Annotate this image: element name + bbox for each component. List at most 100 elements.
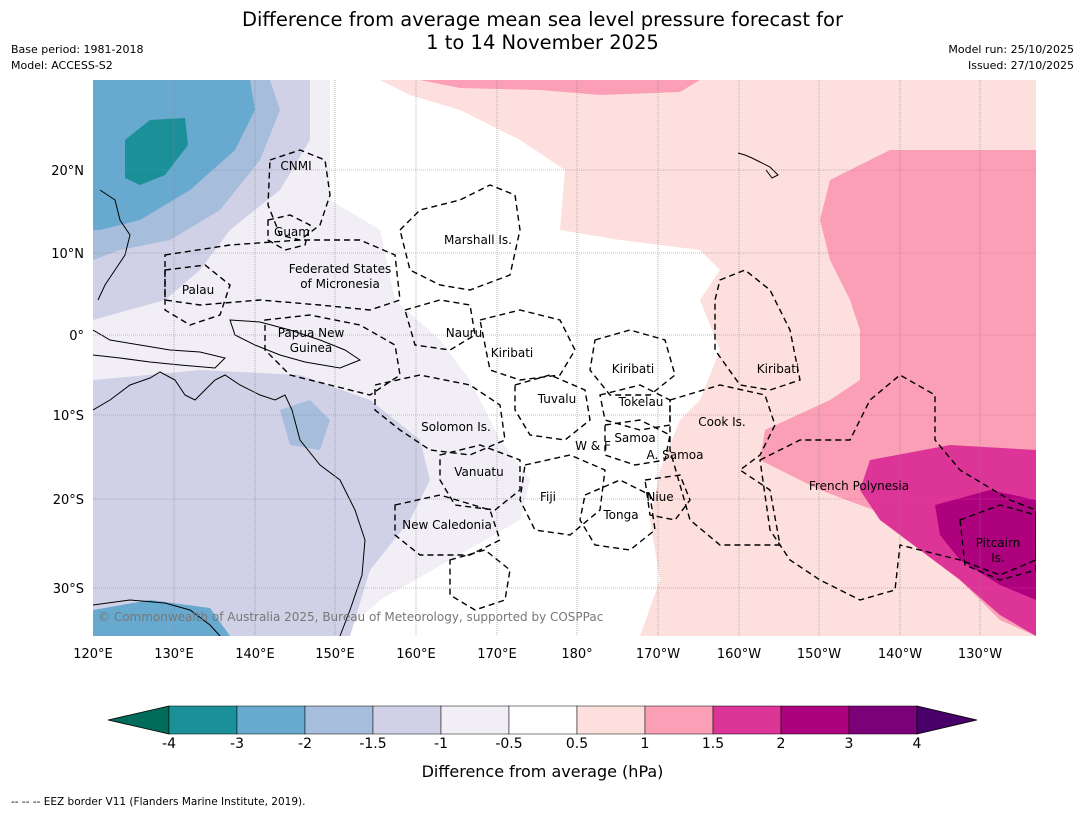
colorbar-tick-label: -0.5 bbox=[495, 736, 523, 752]
colorbar-segment bbox=[848, 705, 918, 735]
eez-solomon bbox=[374, 374, 506, 456]
colorbar-extend-low bbox=[107, 705, 170, 735]
land-indonesia bbox=[93, 329, 226, 369]
region-label: French Polynesia bbox=[809, 479, 909, 493]
colorbar-tick-label: -2 bbox=[298, 736, 312, 752]
eez-tuvalu bbox=[514, 374, 591, 441]
region-label: New Caledonia bbox=[402, 518, 492, 532]
eez-footnote: -- -- -- EEZ border V11 (Flanders Marine… bbox=[11, 796, 306, 808]
colorbar-segment bbox=[644, 705, 714, 735]
eez-tonga bbox=[579, 479, 656, 551]
title-line-1: Difference from average mean sea level p… bbox=[242, 8, 843, 31]
region-label: Pitcairn bbox=[976, 536, 1021, 550]
colorbar-segment bbox=[440, 705, 510, 735]
colorbar-tick-label: -3 bbox=[230, 736, 244, 752]
title-line-2: 1 to 14 November 2025 bbox=[426, 31, 659, 54]
colorbar-extend-high bbox=[916, 705, 978, 735]
eez-borders bbox=[164, 149, 1036, 611]
region-label: Fiji bbox=[540, 490, 556, 504]
eez-cnmi bbox=[267, 149, 331, 241]
model-run: Model run: 25/10/2025 bbox=[948, 43, 1074, 56]
y-tick-label: 30°S bbox=[53, 582, 84, 597]
x-tick-label: 160°W bbox=[717, 647, 761, 662]
colorbar-tick-label: 1.5 bbox=[701, 736, 725, 752]
region-label: Vanuatu bbox=[454, 465, 504, 479]
colorbar bbox=[107, 705, 978, 735]
region-label: Kiribati bbox=[491, 346, 533, 360]
region-label: Tonga bbox=[602, 508, 638, 522]
colorbar-segment bbox=[168, 705, 238, 735]
anomaly-region-1-top bbox=[420, 80, 700, 95]
eez-vanuatu bbox=[439, 444, 521, 511]
land-philippines bbox=[97, 189, 131, 301]
copyright-text: © Commonwealth of Australia 2025, Bureau… bbox=[98, 610, 603, 624]
map-title: Difference from average mean sea level p… bbox=[0, 8, 1085, 54]
x-tick-label: 120°E bbox=[73, 647, 113, 662]
region-label: A. Samoa bbox=[647, 448, 704, 462]
eez-samoa bbox=[604, 419, 671, 466]
land-new-guinea bbox=[229, 319, 362, 369]
eez-pitcairn bbox=[959, 504, 1036, 581]
region-label: Is. bbox=[991, 551, 1005, 565]
x-tick-label: 180° bbox=[561, 647, 592, 662]
colorbar-tick-label: 0.5 bbox=[565, 736, 589, 752]
y-tick-label: 20°N bbox=[51, 164, 84, 179]
eez-nauru bbox=[404, 299, 476, 351]
eez-guam bbox=[267, 214, 311, 251]
anomaly-region--3 bbox=[125, 118, 188, 185]
x-tick-label: 150°W bbox=[797, 647, 841, 662]
region-label: Marshall Is. bbox=[444, 233, 512, 247]
x-tick-label: 140°W bbox=[878, 647, 922, 662]
region-label: Kiribati bbox=[612, 362, 654, 376]
eez-new-caledonia bbox=[394, 494, 501, 556]
eez-niue bbox=[644, 474, 691, 521]
colorbar-tick-label: -4 bbox=[162, 736, 176, 752]
land-new-zealand-tip bbox=[93, 599, 221, 636]
x-axis-ticks: 120°E 130°E 140°E 150°E 160°E 170°E 180° 170°W 1… bbox=[73, 647, 1002, 662]
region-label: Papua New bbox=[278, 326, 345, 340]
region-label: Guam bbox=[274, 225, 310, 239]
y-tick-label: 0° bbox=[69, 329, 84, 344]
region-label: Guinea bbox=[290, 341, 333, 355]
y-tick-label: 10°N bbox=[51, 247, 84, 262]
eez-png bbox=[264, 314, 401, 396]
x-tick-label: 130°W bbox=[958, 647, 1002, 662]
region-label: Solomon Is. bbox=[421, 420, 491, 434]
region-label: W & F bbox=[575, 439, 611, 453]
eez-palau bbox=[164, 264, 231, 326]
region-label: Tuvalu bbox=[537, 392, 577, 406]
eez-french-polynesia bbox=[759, 374, 1036, 601]
anomaly-region-2 bbox=[935, 490, 1036, 600]
y-tick-label: 20°S bbox=[53, 493, 84, 508]
colorbar-tick-label: 3 bbox=[844, 736, 854, 752]
region-label: Kiribati bbox=[757, 362, 799, 376]
issued-date: Issued: 27/10/2025 bbox=[967, 59, 1074, 72]
colorbar-segment bbox=[372, 705, 442, 735]
x-tick-label: 160°E bbox=[396, 647, 436, 662]
eez-fiji bbox=[519, 454, 606, 536]
colorbar-tick-label: -1 bbox=[434, 736, 448, 752]
x-tick-label: 140°E bbox=[235, 647, 275, 662]
graticule bbox=[93, 80, 1036, 636]
x-tick-label: 170°E bbox=[477, 647, 517, 662]
eez-micronesia bbox=[164, 239, 401, 311]
colorbar-segment bbox=[576, 705, 646, 735]
colorbar-tick-label: 4 bbox=[912, 736, 922, 752]
region-label: Federated States bbox=[289, 262, 391, 276]
land-australia bbox=[93, 371, 366, 636]
anomaly-region--2-bottom bbox=[93, 600, 230, 636]
region-label: Tokelau bbox=[618, 395, 664, 409]
eez-kiribati-west bbox=[479, 309, 576, 381]
colorbar-segment bbox=[304, 705, 374, 735]
base-period: Base period: 1981-2018 bbox=[11, 43, 144, 56]
y-tick-label: 10°S bbox=[53, 409, 84, 424]
meta-left: Base period: 1981-2018 Model: ACCESS-S2 bbox=[11, 42, 143, 74]
colorbar-segment bbox=[780, 705, 850, 735]
colorbar-tick-label: 1 bbox=[640, 736, 650, 752]
eez-kiribati-central bbox=[589, 329, 676, 396]
meta-right: Model run: 25/10/2025 Issued: 27/10/2025 bbox=[948, 42, 1074, 74]
region-label: CNMI bbox=[280, 159, 311, 173]
